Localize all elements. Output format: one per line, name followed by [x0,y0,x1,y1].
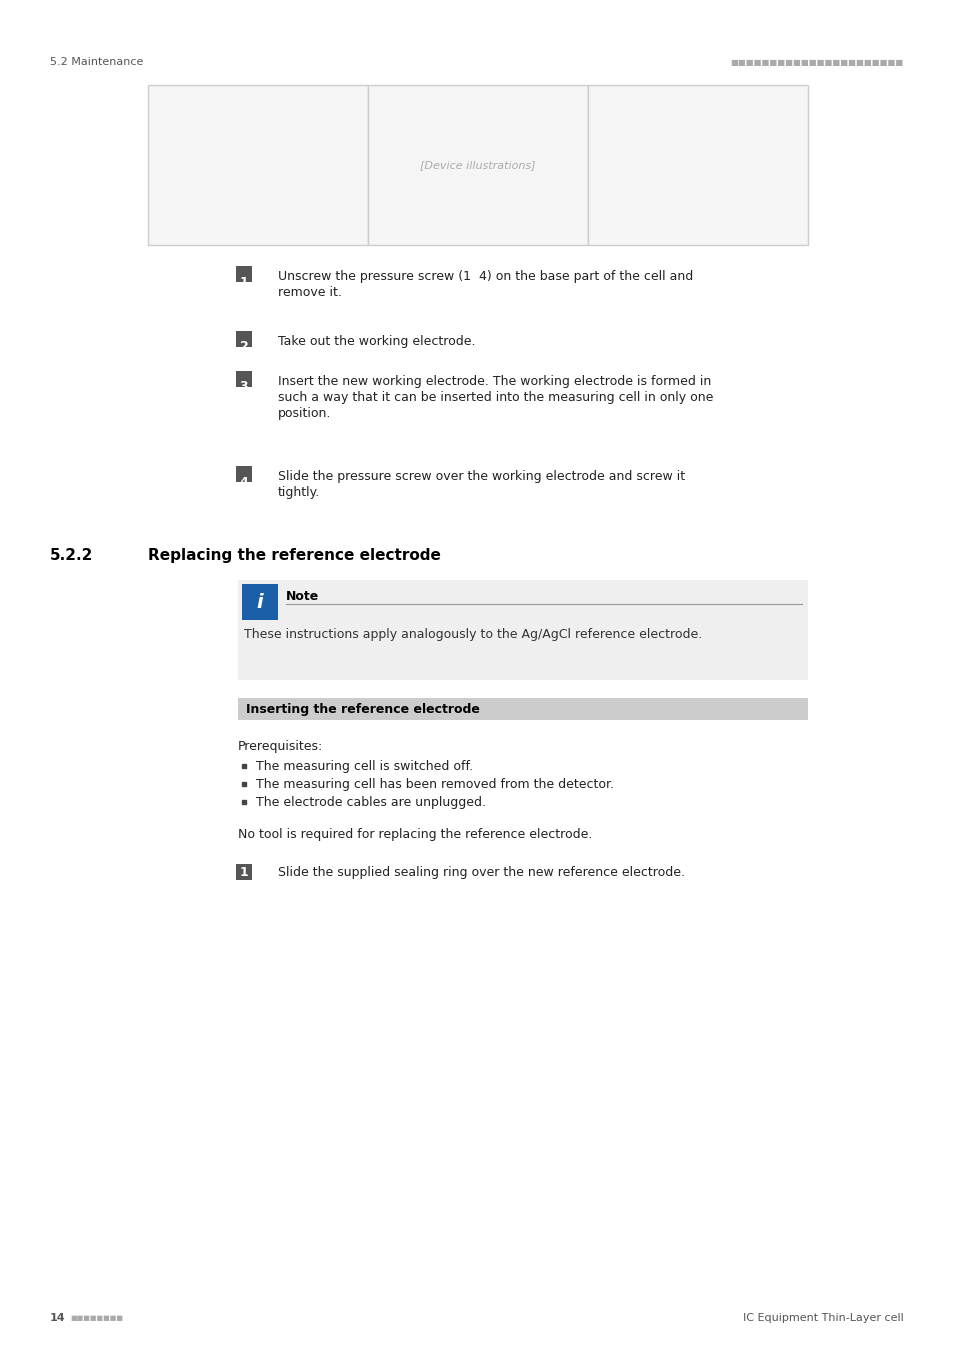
Text: such a way that it can be inserted into the measuring cell in only one: such a way that it can be inserted into … [277,392,713,404]
Bar [242,585,277,620]
Text: remove it.: remove it. [277,286,341,298]
Text: These instructions apply analogously to the Ag/AgCl reference electrode.: These instructions apply analogously to … [244,628,701,641]
FancyBboxPatch shape [235,266,252,282]
Text: tightly.: tightly. [277,486,320,500]
Text: Inserting the reference electrode: Inserting the reference electrode [246,702,479,716]
Text: Unscrew the pressure screw (1 4) on the base part of the cell and: Unscrew the pressure screw (1 4) on the … [277,270,693,284]
Text: 4: 4 [239,475,248,489]
Text: 5.2.2: 5.2.2 [50,548,93,563]
Text: 3: 3 [239,381,248,393]
Bar [237,698,807,720]
Text: The electrode cables are unplugged.: The electrode cables are unplugged. [255,796,485,809]
Text: 1: 1 [239,865,248,879]
Text: The measuring cell has been removed from the detector.: The measuring cell has been removed from… [255,778,614,791]
Text: i: i [256,593,263,612]
FancyBboxPatch shape [235,864,252,880]
Text: Prerequisites:: Prerequisites: [237,740,323,753]
Text: 14: 14 [50,1314,66,1323]
Bar [368,85,587,244]
Text: 2: 2 [239,340,248,354]
Text: Slide the supplied sealing ring over the new reference electrode.: Slide the supplied sealing ring over the… [277,865,684,879]
Text: The measuring cell is switched off.: The measuring cell is switched off. [255,760,473,774]
Text: Slide the pressure screw over the working electrode and screw it: Slide the pressure screw over the workin… [277,470,684,483]
Text: Note: Note [286,590,319,603]
Bar [237,580,807,680]
Bar [148,85,368,244]
FancyBboxPatch shape [235,331,252,347]
FancyBboxPatch shape [235,466,252,482]
Text: ■■■■■■■■■■■■■■■■■■■■■■: ■■■■■■■■■■■■■■■■■■■■■■ [730,58,903,66]
Text: IC Equipment Thin-Layer cell: IC Equipment Thin-Layer cell [742,1314,903,1323]
Text: 1: 1 [239,275,248,289]
Text: No tool is required for replacing the reference electrode.: No tool is required for replacing the re… [237,828,592,841]
Text: Take out the working electrode.: Take out the working electrode. [277,335,475,348]
Text: ■■■■■■■■: ■■■■■■■■ [70,1315,123,1322]
FancyBboxPatch shape [235,371,252,387]
Text: [Device illustrations]: [Device illustrations] [420,161,536,170]
Text: Insert the new working electrode. The working electrode is formed in: Insert the new working electrode. The wo… [277,375,711,387]
Bar [587,85,807,244]
Text: 5.2 Maintenance: 5.2 Maintenance [50,57,143,68]
Text: Replacing the reference electrode: Replacing the reference electrode [148,548,440,563]
Text: position.: position. [277,406,331,420]
